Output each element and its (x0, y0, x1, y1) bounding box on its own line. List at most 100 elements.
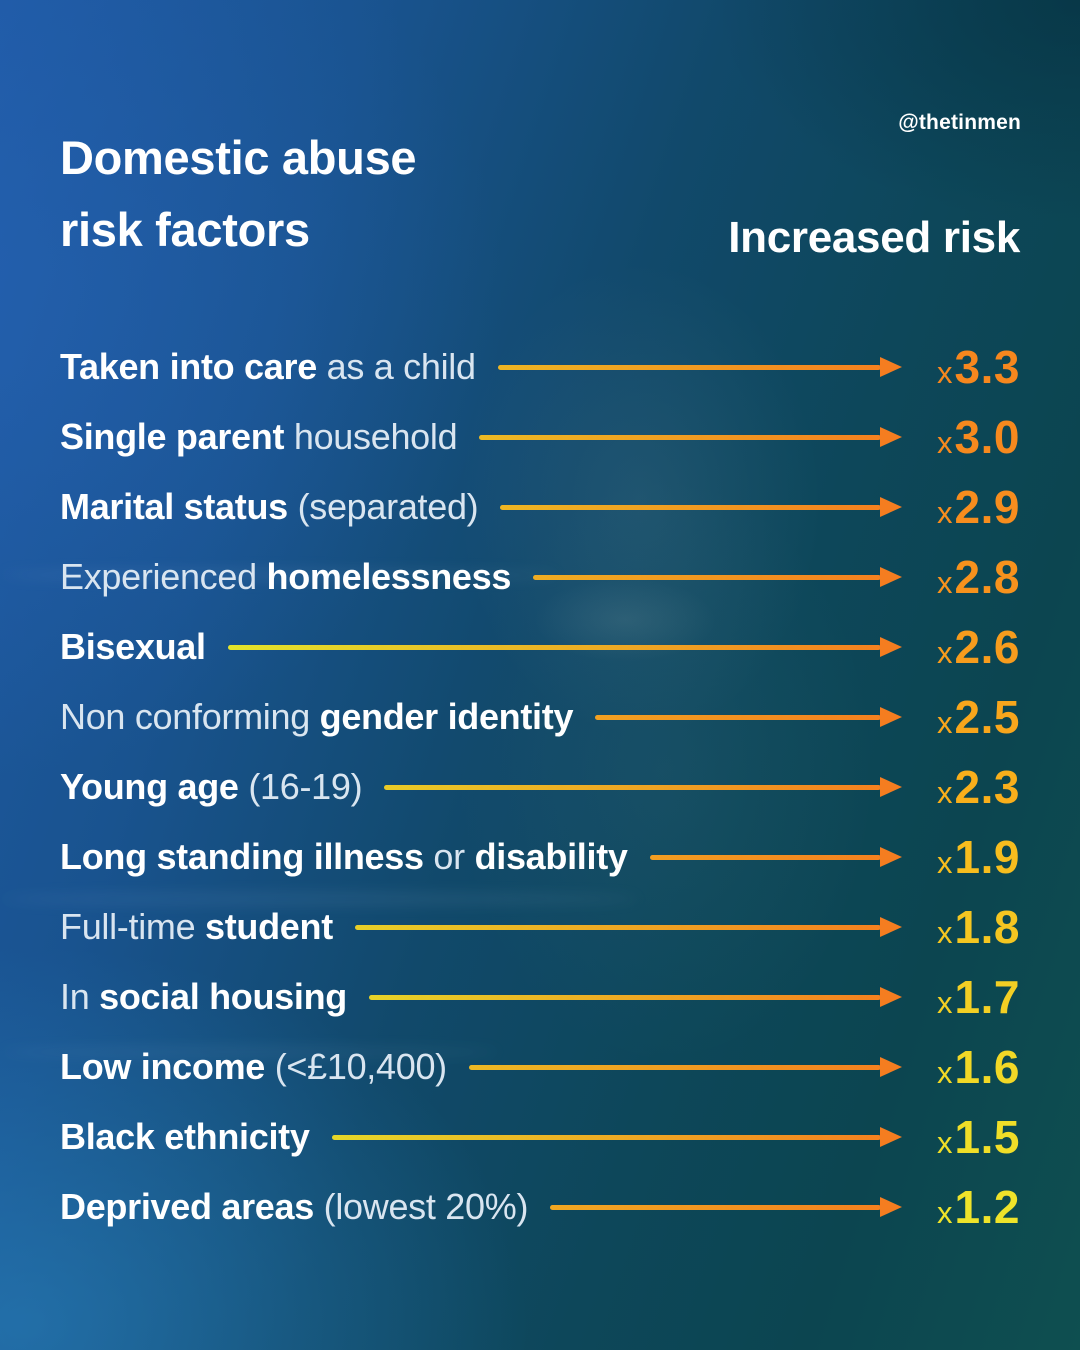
multiplier-value: 2.3 (954, 761, 1020, 813)
label-emphasis: Deprived areas (60, 1186, 314, 1227)
arrow-line (479, 434, 881, 440)
label-emphasis: Marital status (60, 486, 288, 527)
risk-multiplier: x 3.0 (920, 410, 1020, 464)
risk-multiplier: x 1.6 (920, 1040, 1020, 1094)
risk-factor-label: Young age (16-19) (60, 766, 363, 808)
arrow-connector (227, 637, 902, 657)
arrow-line (497, 364, 881, 370)
label-emphasis: Taken into care (60, 346, 317, 387)
risk-multiplier: x 1.7 (920, 970, 1020, 1024)
arrow-connector (500, 497, 902, 517)
multiplier-prefix: x (937, 915, 953, 950)
arrow-line (500, 504, 881, 510)
arrow-line (354, 924, 881, 930)
multiplier-prefix: x (937, 1125, 953, 1160)
multiplier-value: 1.9 (954, 831, 1020, 883)
risk-row: Marital status (separated) x 2.9 (60, 472, 1020, 542)
arrow-connector (331, 1127, 902, 1147)
risk-factor-label: In social housing (60, 976, 347, 1018)
multiplier-value: 2.9 (954, 481, 1020, 533)
page-title-line2: risk factors (60, 203, 310, 256)
arrow-line (533, 574, 881, 580)
multiplier-prefix: x (937, 565, 953, 600)
multiplier-value: 2.8 (954, 551, 1020, 603)
multiplier-prefix: x (937, 635, 953, 670)
arrow-head-icon (880, 567, 902, 587)
arrow-connector (497, 357, 902, 377)
risk-row: Long standing illness or disability x 1.9 (60, 822, 1020, 892)
label-text: household (284, 416, 458, 457)
risk-row: Young age (16-19) x 2.3 (60, 752, 1020, 822)
multiplier-value: 1.7 (954, 971, 1020, 1023)
risk-row: Taken into care as a child x 3.3 (60, 332, 1020, 402)
multiplier-prefix: x (937, 1055, 953, 1090)
label-text: Experienced (60, 556, 267, 597)
multiplier-value: 1.6 (954, 1041, 1020, 1093)
risk-factor-label: Non conforming gender identity (60, 696, 573, 738)
risk-row: Non conforming gender identity x 2.5 (60, 682, 1020, 752)
label-text: as a child (316, 346, 476, 387)
risk-row: Single parent household x 3.0 (60, 402, 1020, 472)
label-emphasis: Long standing illness (60, 836, 424, 877)
multiplier-value: 1.5 (954, 1111, 1020, 1163)
arrow-line (649, 854, 881, 860)
multiplier-prefix: x (937, 425, 953, 460)
risk-row: Low income (<£10,400) x 1.6 (60, 1032, 1020, 1102)
multiplier-value: 3.3 (954, 341, 1020, 393)
risk-row: Bisexual x 2.6 (60, 612, 1020, 682)
risk-row: Deprived areas (lowest 20%) x 1.2 (60, 1172, 1020, 1242)
risk-multiplier: x 2.3 (920, 760, 1020, 814)
label-emphasis: student (205, 906, 333, 947)
risk-rows: Taken into care as a child x 3.3 Single p… (60, 332, 1020, 1242)
risk-row: Experienced homelessness x 2.8 (60, 542, 1020, 612)
page-title: Domestic abuse risk factors (60, 122, 417, 266)
risk-factor-label: Single parent household (60, 416, 458, 458)
risk-factor-label: Long standing illness or disability (60, 836, 628, 878)
multiplier-prefix: x (937, 1195, 953, 1230)
label-emphasis: disability (474, 836, 628, 877)
arrow-head-icon (880, 987, 902, 1007)
risk-factor-label: Experienced homelessness (60, 556, 511, 598)
label-text: Non conforming (60, 696, 320, 737)
increased-risk-heading: Increased risk (728, 213, 1020, 262)
label-text: (lowest 20%) (313, 1186, 529, 1227)
arrow-line (368, 994, 881, 1000)
page-title-line1: Domestic abuse (60, 131, 417, 184)
risk-multiplier: x 2.8 (920, 550, 1020, 604)
light-streak (0, 893, 640, 905)
label-text: (separated) (287, 486, 479, 527)
risk-factor-label: Low income (<£10,400) (60, 1046, 447, 1088)
arrow-line (331, 1134, 881, 1140)
arrow-line (550, 1204, 881, 1210)
light-streak (0, 570, 560, 580)
risk-multiplier: x 1.8 (920, 900, 1020, 954)
multiplier-prefix: x (937, 845, 953, 880)
risk-factor-label: Bisexual (60, 626, 206, 668)
risk-multiplier: x 3.3 (920, 340, 1020, 394)
risk-multiplier: x 1.2 (920, 1180, 1020, 1234)
arrow-connector (533, 567, 902, 587)
risk-factor-label: Marital status (separated) (60, 486, 479, 528)
multiplier-value: 2.6 (954, 621, 1020, 673)
multiplier-prefix: x (937, 705, 953, 740)
label-emphasis: Young age (60, 766, 239, 807)
label-text: Full-time (60, 906, 206, 947)
arrow-connector (550, 1197, 902, 1217)
risk-multiplier: x 2.6 (920, 620, 1020, 674)
multiplier-value: 1.2 (954, 1181, 1020, 1233)
risk-factor-label: Deprived areas (lowest 20%) (60, 1186, 528, 1228)
multiplier-value: 3.0 (954, 411, 1020, 463)
light-streak (0, 1047, 500, 1057)
risk-row: Full-time student x 1.8 (60, 892, 1020, 962)
arrow-head-icon (880, 917, 902, 937)
label-emphasis: Low income (60, 1046, 266, 1087)
risk-multiplier: x 2.5 (920, 690, 1020, 744)
multiplier-prefix: x (937, 775, 953, 810)
arrow-head-icon (880, 637, 902, 657)
label-emphasis: gender identity (319, 696, 574, 737)
label-emphasis: homelessness (266, 556, 512, 597)
risk-factor-label: Full-time student (60, 906, 333, 948)
